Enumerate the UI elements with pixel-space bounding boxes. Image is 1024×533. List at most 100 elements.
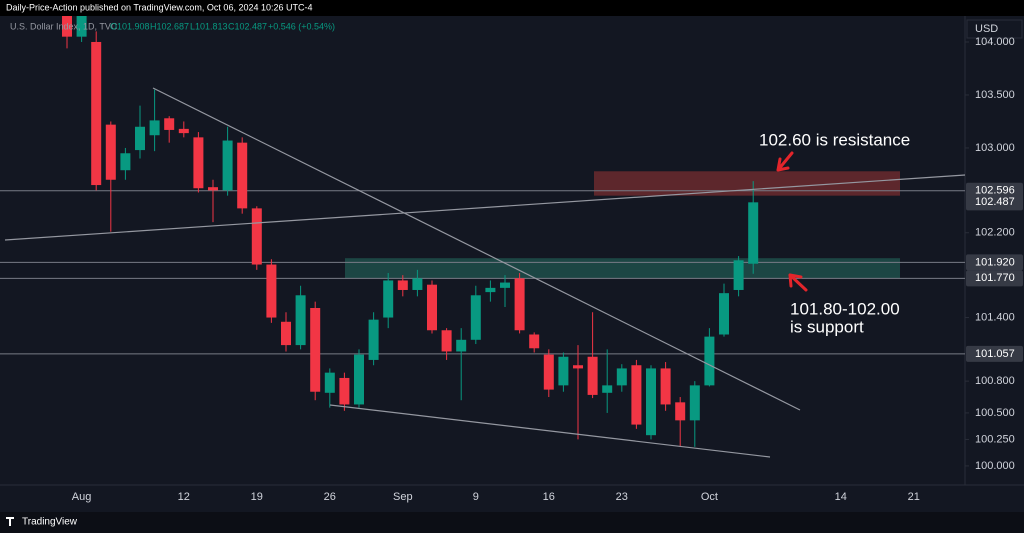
x-tick-label: 19 bbox=[251, 491, 263, 503]
x-tick-label: Oct bbox=[701, 491, 718, 503]
candle-body bbox=[719, 293, 729, 335]
currency: USD bbox=[975, 23, 998, 35]
candle-body bbox=[339, 377, 350, 405]
header: Daily-Price-Action published on TradingV… bbox=[6, 2, 313, 12]
candle-body bbox=[441, 330, 452, 352]
y-tick-label: 100.800 bbox=[975, 375, 1015, 387]
candle-body bbox=[514, 278, 525, 331]
y-tick-label: 102.200 bbox=[975, 227, 1015, 239]
candle-body bbox=[675, 402, 686, 421]
candle-body bbox=[748, 202, 759, 264]
candle-body bbox=[222, 140, 233, 191]
x-tick-label: 23 bbox=[616, 491, 628, 503]
candle-body bbox=[397, 280, 408, 290]
candle-body bbox=[295, 295, 306, 346]
y-tick-label: 101.400 bbox=[975, 311, 1015, 323]
candle-body bbox=[62, 4, 72, 37]
candle-body bbox=[456, 339, 467, 352]
trendline bbox=[152, 87, 801, 411]
legend-close: C102.487 bbox=[228, 21, 267, 31]
price-tag-label: 101.770 bbox=[975, 272, 1015, 284]
candle-body bbox=[383, 280, 394, 318]
price-tag bbox=[966, 345, 1023, 362]
candle-body bbox=[91, 41, 102, 186]
price-tag-label: 101.920 bbox=[975, 256, 1015, 268]
candle-body bbox=[120, 153, 131, 171]
footer bbox=[0, 512, 1024, 533]
annotation: is support bbox=[790, 317, 864, 336]
candle-body bbox=[646, 368, 656, 436]
candle-body bbox=[427, 284, 437, 331]
x-tick-label: Sep bbox=[393, 491, 413, 503]
y-tick-label: 104.000 bbox=[975, 36, 1015, 48]
currency-box bbox=[966, 19, 1023, 39]
candle-body bbox=[689, 385, 700, 421]
candle-body bbox=[237, 142, 248, 209]
candle-body bbox=[558, 356, 569, 386]
zone bbox=[345, 258, 900, 279]
price-tag-label: 102.596 bbox=[975, 185, 1015, 197]
candle-body bbox=[543, 354, 554, 390]
candle-body bbox=[485, 287, 496, 293]
logo bbox=[6, 517, 14, 526]
legend-symbol: U.S. Dollar Index, 1D, TVC bbox=[10, 21, 118, 31]
candle-body bbox=[266, 264, 277, 318]
arrow bbox=[776, 151, 794, 172]
trendline bbox=[4, 174, 966, 241]
candle-body bbox=[368, 319, 379, 360]
candle-body bbox=[631, 365, 642, 425]
candle-body bbox=[105, 124, 116, 180]
candle-body bbox=[587, 356, 598, 395]
x-tick-label: 9 bbox=[473, 491, 479, 503]
annotation: 102.60 is resistance bbox=[759, 130, 910, 149]
x-tick-label: 26 bbox=[324, 491, 336, 503]
arrows bbox=[776, 151, 808, 292]
x-tick-label: 14 bbox=[835, 491, 847, 503]
x-tick-label: 21 bbox=[908, 491, 920, 503]
trendlines bbox=[4, 87, 966, 458]
x-tick-label: 12 bbox=[178, 491, 190, 503]
y-tick-label: 103.000 bbox=[975, 142, 1015, 154]
candle-body bbox=[704, 336, 715, 386]
candle-body bbox=[616, 368, 627, 386]
trendline bbox=[329, 404, 771, 458]
x-tick-label: Aug bbox=[72, 491, 92, 503]
price-tag bbox=[966, 270, 1023, 287]
zone bbox=[594, 171, 900, 196]
candle-body bbox=[310, 308, 321, 392]
candle-body bbox=[354, 354, 364, 405]
candle-body bbox=[573, 365, 583, 369]
legend-low: L101.813 bbox=[190, 21, 228, 31]
x-tick-label: 16 bbox=[543, 491, 555, 503]
candle-body bbox=[529, 334, 540, 349]
candle-body bbox=[251, 208, 262, 265]
candle-body bbox=[660, 368, 671, 405]
candle-body bbox=[412, 278, 423, 290]
y-tick-label: 100.000 bbox=[975, 460, 1015, 472]
candle-body bbox=[208, 187, 218, 191]
legend-high: H102.687 bbox=[150, 21, 189, 31]
price-tag bbox=[966, 254, 1023, 271]
candle-body bbox=[470, 295, 481, 340]
candle-body bbox=[135, 126, 145, 151]
candle-body bbox=[281, 321, 291, 346]
price-tag bbox=[966, 194, 1023, 211]
header-bar bbox=[0, 0, 1024, 16]
annotation: 101.80-102.00 bbox=[790, 299, 900, 318]
plot bbox=[0, 0, 965, 447]
candle-body bbox=[76, 4, 87, 37]
candle-body bbox=[149, 120, 160, 136]
candle-body bbox=[324, 372, 335, 393]
y-tick-label: 103.500 bbox=[975, 89, 1015, 101]
candle-body bbox=[602, 385, 613, 393]
y-tick-label: 100.500 bbox=[975, 407, 1015, 419]
price-tag-label: 101.057 bbox=[975, 348, 1015, 360]
legend-change: +0.546 (+0.54%) bbox=[268, 21, 335, 31]
legend-open: O101.908 bbox=[110, 21, 150, 31]
candle-body bbox=[193, 137, 204, 189]
candle-body bbox=[500, 282, 510, 288]
candle-body bbox=[733, 260, 744, 290]
y-tick-label: 100.250 bbox=[975, 433, 1015, 445]
candle-body bbox=[164, 118, 175, 130]
